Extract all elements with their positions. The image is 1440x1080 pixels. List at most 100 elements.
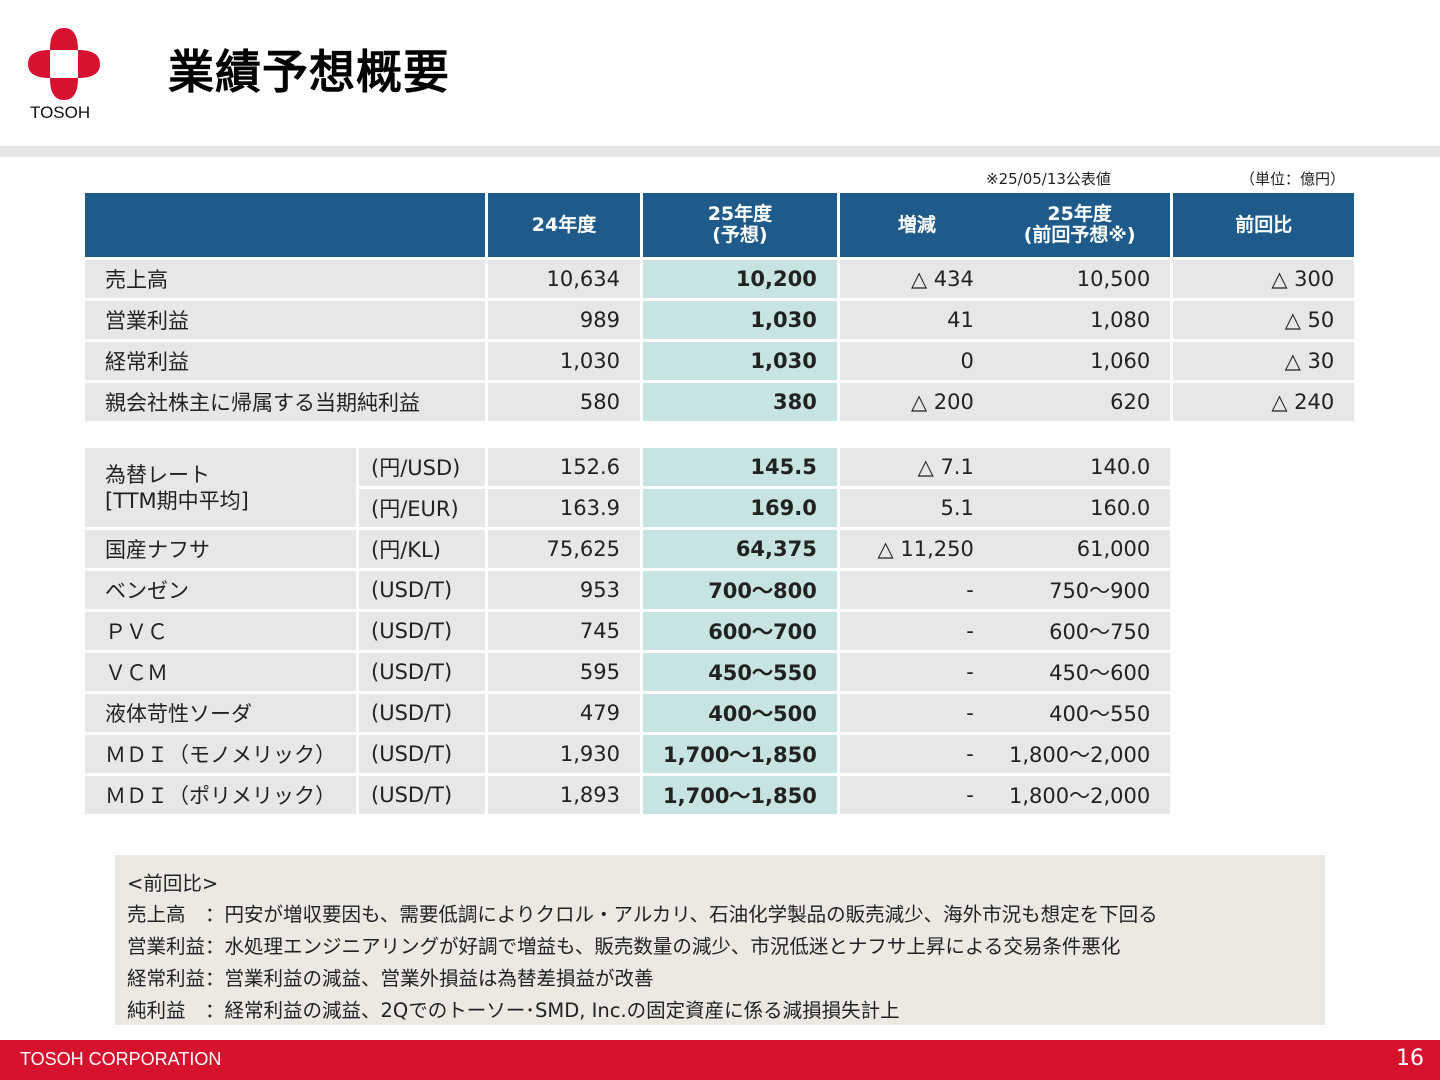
page-title: 業績予想概要 bbox=[168, 45, 450, 99]
previous-forecast-value: 160.0 bbox=[989, 489, 1171, 527]
empty-cell bbox=[1173, 448, 1354, 486]
change-value: △ 434 bbox=[839, 260, 994, 298]
previous-forecast-value: 450～600 bbox=[989, 653, 1171, 691]
fy25-forecast-value: 1,700～1,850 bbox=[643, 776, 837, 814]
unit-label: (USD/T) bbox=[359, 694, 485, 732]
assumption-row: ＭＤＩ（モノメリック） (USD/T) 1,930 1,700～1,850- bbox=[85, 735, 994, 773]
fy25-forecast-value: 145.5 bbox=[643, 448, 837, 486]
empty-cell bbox=[1173, 735, 1354, 773]
column-header: 増減 bbox=[839, 193, 994, 257]
previous-forecast-value: 61,000 bbox=[989, 530, 1171, 568]
row-label: 為替レート [TTM期中平均] bbox=[85, 448, 356, 527]
unit-label: (USD/T) bbox=[359, 776, 485, 814]
assumption-row: (円/EUR) 163.9 169.0 5.1 bbox=[85, 489, 994, 527]
unit-label: (円/KL) bbox=[359, 530, 485, 568]
change-value: - bbox=[839, 612, 994, 650]
row-label: ＭＤＩ（ポリメリック） bbox=[85, 776, 356, 814]
vs-previous-value: △ 240 bbox=[1173, 383, 1355, 421]
assumption-row: 1,800～2,000 bbox=[989, 776, 1354, 814]
tosoh-logo bbox=[28, 28, 100, 100]
assumption-row: 140.0 bbox=[989, 448, 1354, 486]
table-row: 10,500 △ 300 bbox=[989, 260, 1355, 298]
assumption-row: 1,800～2,000 bbox=[989, 735, 1354, 773]
previous-forecast-table: 25年度 (前回予想※) 前回比 10,500 △ 300 1,080 △ 50 1,060 △… bbox=[986, 190, 1357, 817]
unit-label: (USD/T) bbox=[359, 571, 485, 609]
fy24-value: 1,893 bbox=[488, 776, 640, 814]
change-value: 0 bbox=[839, 342, 994, 380]
change-value: △ 200 bbox=[839, 383, 994, 421]
assumption-row: 400～550 bbox=[989, 694, 1354, 732]
change-value: - bbox=[839, 694, 994, 732]
vs-previous-value: △ 30 bbox=[1173, 342, 1355, 380]
row-label: 親会社株主に帰属する当期純利益 bbox=[85, 383, 485, 421]
row-label: 国産ナフサ bbox=[85, 530, 356, 568]
column-header: 前回比 bbox=[1173, 193, 1355, 257]
unit-note: （単位：億円） bbox=[1240, 170, 1346, 188]
assumption-row: ＭＤＩ（ポリメリック） (USD/T) 1,893 1,700～1,850- bbox=[85, 776, 994, 814]
table-row: 1,080 △ 50 bbox=[989, 301, 1355, 339]
table-row: 営業利益 989 1,030 41 bbox=[85, 301, 994, 339]
fy25-forecast-value: 700～800 bbox=[643, 571, 837, 609]
commentary-box: <前回比> 売上高 ：円安が増収要因も、需要低調によりクロル・アルカリ、石油化学… bbox=[115, 855, 1325, 1025]
row-label: ＶＣＭ bbox=[85, 653, 356, 691]
change-value: △ 7.1 bbox=[839, 448, 994, 486]
fy25-forecast-value: 10,200 bbox=[643, 260, 837, 298]
fy24-value: 595 bbox=[488, 653, 640, 691]
spacer bbox=[85, 424, 994, 445]
spacer bbox=[989, 424, 1354, 445]
assumption-row: 450～600 bbox=[989, 653, 1354, 691]
fy25-forecast-value: 1,700～1,850 bbox=[643, 735, 837, 773]
empty-cell bbox=[1173, 653, 1354, 691]
assumption-row: 国産ナフサ (円/KL) 75,625 64,375 △ 11,250 bbox=[85, 530, 994, 568]
fy25-forecast-value: 450～550 bbox=[643, 653, 837, 691]
unit-label: (USD/T) bbox=[359, 653, 485, 691]
fy24-value: 10,634 bbox=[488, 260, 640, 298]
row-label: 営業利益 bbox=[85, 301, 485, 339]
table-row: 620 △ 240 bbox=[989, 383, 1355, 421]
row-label: ＰＶＣ bbox=[85, 612, 356, 650]
column-header: 25年度 (前回予想※) bbox=[989, 193, 1171, 257]
fy25-forecast-value: 1,030 bbox=[643, 301, 837, 339]
previous-forecast-value: 620 bbox=[989, 383, 1171, 421]
previous-forecast-value: 10,500 bbox=[989, 260, 1171, 298]
fy25-forecast-value: 380 bbox=[643, 383, 837, 421]
table-row: 売上高 10,634 10,200 △ 434 bbox=[85, 260, 994, 298]
previous-forecast-value: 1,800～2,000 bbox=[989, 776, 1171, 814]
unit-label: (USD/T) bbox=[359, 612, 485, 650]
empty-cell bbox=[1173, 776, 1354, 814]
previous-forecast-value: 140.0 bbox=[989, 448, 1171, 486]
column-header: 25年度 (予想) bbox=[643, 193, 837, 257]
change-value: 5.1 bbox=[839, 489, 994, 527]
unit-label: (USD/T) bbox=[359, 735, 485, 773]
header-blank bbox=[85, 193, 485, 257]
assumption-row: 600～750 bbox=[989, 612, 1354, 650]
empty-cell bbox=[1173, 694, 1354, 732]
change-value: - bbox=[839, 776, 994, 814]
header-row: 25年度 (前回予想※) 前回比 bbox=[989, 193, 1355, 257]
fy25-forecast-value: 400～500 bbox=[643, 694, 837, 732]
commentary-net-income: 純利益 ：経常利益の減益、2Qでのトーソー･SMD, Inc.の固定資産に係る減… bbox=[127, 999, 900, 1022]
fy24-value: 163.9 bbox=[488, 489, 640, 527]
commentary-sales: 売上高 ：円安が増収要因も、需要低調によりクロル・アルカリ、石油化学製品の販売減… bbox=[127, 903, 1158, 926]
commentary-operating-income: 営業利益：水処理エンジニアリングが好調で増益も、販売数量の減少、市況低迷とナフサ… bbox=[127, 935, 1121, 958]
column-header: 24年度 bbox=[488, 193, 640, 257]
previous-forecast-value: 1,060 bbox=[989, 342, 1171, 380]
row-label: ＭＤＩ（モノメリック） bbox=[85, 735, 356, 773]
assumption-row: ベンゼン (USD/T) 953 700～800- bbox=[85, 571, 994, 609]
spacer-row bbox=[989, 424, 1354, 445]
previous-forecast-value: 1,080 bbox=[989, 301, 1171, 339]
unit-label: (円/EUR) bbox=[359, 489, 485, 527]
fy25-forecast-value: 64,375 bbox=[643, 530, 837, 568]
row-label: ベンゼン bbox=[85, 571, 356, 609]
fy25-forecast-value: 169.0 bbox=[643, 489, 837, 527]
header-divider bbox=[0, 146, 1440, 157]
logo-text: TOSOH bbox=[30, 103, 91, 122]
fy24-value: 953 bbox=[488, 571, 640, 609]
table-row: 親会社株主に帰属する当期純利益 580 380 △ 200 bbox=[85, 383, 994, 421]
row-label: 売上高 bbox=[85, 260, 485, 298]
table-row: 経常利益 1,030 1,030 0 bbox=[85, 342, 994, 380]
assumption-row: ＶＣＭ (USD/T) 595 450～550- bbox=[85, 653, 994, 691]
published-date-note: ※25/05/13公表値 bbox=[986, 170, 1111, 188]
assumption-row: 750～900 bbox=[989, 571, 1354, 609]
fy24-value: 745 bbox=[488, 612, 640, 650]
